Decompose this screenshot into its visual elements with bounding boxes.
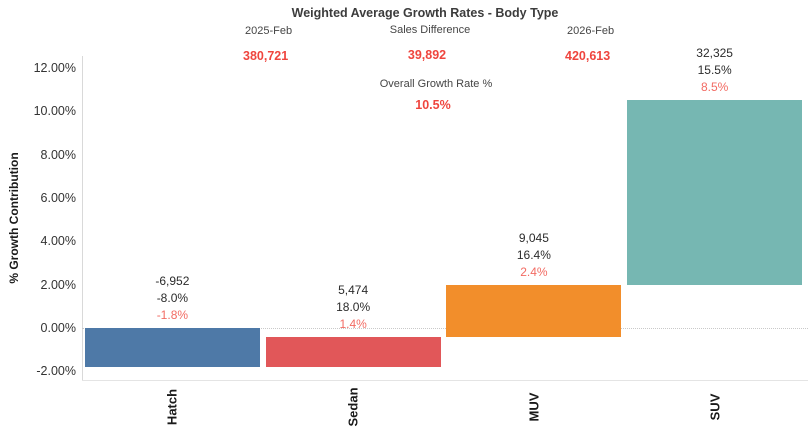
growth-rate-sedan: 18.0% — [336, 299, 371, 314]
bar-label-group-hatch: -6,952 -8.0% -1.8% — [102, 273, 242, 324]
overall-growth-label: Overall Growth Rate % — [379, 78, 493, 90]
overall-growth-value: 10.5% — [415, 98, 451, 112]
sales-difference-value: 39,892 — [407, 48, 447, 62]
sales-difference-muv: 9,045 — [518, 230, 549, 245]
period-start-value: 380,721 — [243, 49, 289, 63]
category-label-hatch[interactable]: Hatch — [164, 388, 180, 426]
bar-label-group-suv: 32,325 15.5% 8.5% — [645, 45, 785, 96]
growth-rate-hatch: -8.0% — [156, 291, 189, 305]
sales-difference-sedan: 5,474 — [338, 282, 369, 297]
period-start-label: 2025-Feb — [245, 25, 293, 37]
y-tick-5: 2.00% — [40, 277, 76, 292]
growth-rate-suv: 15.5% — [697, 63, 732, 78]
x-axis-line — [82, 380, 808, 381]
y-tick-4: 4.00% — [40, 234, 76, 249]
contribution-suv: 8.5% — [700, 80, 729, 95]
period-end-label: 2026-Feb — [567, 25, 615, 37]
category-label-muv[interactable]: MUV — [526, 392, 542, 422]
sales-difference-hatch: -6,952 — [155, 274, 190, 288]
contribution-muv: 2.4% — [520, 264, 548, 279]
y-axis-line — [82, 56, 83, 380]
category-label-suv[interactable]: SUV — [707, 393, 723, 421]
bar-muv[interactable] — [446, 284, 622, 337]
y-tick-6: 0.00% — [40, 321, 76, 335]
contribution-sedan: 1.4% — [339, 316, 367, 331]
bar-label-group-muv: 9,045 16.4% 2.4% — [464, 230, 604, 281]
y-tick-7: -2.00% — [36, 364, 76, 379]
y-tick-3: 6.00% — [40, 190, 76, 205]
period-end-value: 420,613 — [565, 49, 611, 63]
bar-sedan[interactable] — [265, 336, 441, 367]
bar-suv[interactable] — [627, 100, 803, 285]
sales-difference-suv: 32,325 — [696, 46, 733, 61]
chart-title: Weighted Average Growth Rates - Body Typ… — [291, 6, 559, 20]
contribution-hatch: -1.8% — [156, 308, 189, 322]
y-axis-title: % Growth Contribution — [7, 152, 21, 284]
zero-gridline — [82, 328, 808, 329]
sales-difference-label: Sales Difference — [389, 24, 471, 36]
category-label-sedan[interactable]: Sedan — [345, 387, 361, 427]
y-tick-2: 8.00% — [40, 147, 76, 162]
growth-rate-muv: 16.4% — [516, 247, 551, 262]
bar-hatch[interactable] — [84, 328, 260, 367]
bar-label-group-sedan: 5,474 18.0% 1.4% — [283, 282, 423, 333]
y-tick-0: 12.00% — [33, 60, 76, 75]
y-tick-1: 10.00% — [33, 104, 76, 119]
